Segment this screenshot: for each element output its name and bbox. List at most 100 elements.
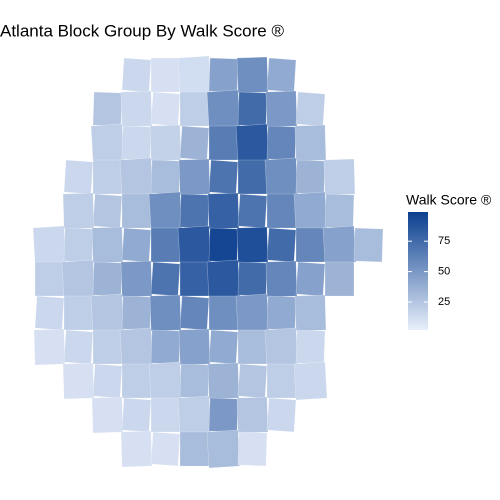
legend-colorbar — [408, 212, 428, 330]
block-group — [121, 295, 152, 331]
block-group — [208, 295, 239, 331]
block-group — [179, 431, 210, 467]
block-group — [150, 91, 181, 127]
block-group — [177, 395, 212, 435]
block-group — [149, 124, 182, 162]
block-group — [265, 260, 298, 298]
block-group — [237, 363, 268, 399]
block-group — [148, 361, 183, 401]
block-group — [237, 329, 268, 365]
block-group — [324, 193, 355, 229]
block-group — [324, 261, 355, 297]
block-group — [237, 431, 268, 467]
block-group — [121, 57, 152, 93]
block-group — [92, 261, 123, 297]
block-group — [179, 91, 210, 127]
block-group — [63, 329, 94, 365]
block-group — [90, 293, 125, 333]
block-group — [207, 192, 240, 230]
block-group — [179, 295, 210, 331]
block-group — [120, 90, 153, 128]
block-group — [150, 57, 181, 93]
block-group — [266, 125, 297, 161]
block-group — [121, 227, 152, 263]
block-group — [293, 191, 328, 231]
block-group — [266, 227, 297, 263]
block-group — [91, 396, 124, 434]
block-group — [206, 429, 241, 469]
block-group — [150, 329, 181, 365]
block-group — [179, 261, 210, 297]
block-group — [179, 125, 210, 161]
block-group — [322, 225, 357, 265]
block-group — [236, 396, 269, 434]
block-group — [206, 89, 241, 129]
block-group — [121, 125, 152, 161]
block-group — [295, 91, 326, 127]
block-group — [266, 397, 297, 433]
block-group — [295, 159, 326, 195]
block-group — [295, 329, 326, 365]
block-group — [150, 159, 181, 195]
block-group — [237, 91, 268, 127]
legend-tick-label: 25 — [438, 296, 450, 308]
block-group — [179, 363, 210, 399]
block-group — [293, 361, 328, 401]
block-group — [178, 158, 211, 196]
block-group — [63, 295, 94, 331]
block-group — [34, 261, 65, 297]
block-group — [120, 430, 153, 468]
block-group — [266, 295, 297, 331]
block-group — [353, 227, 384, 263]
block-group — [208, 159, 239, 195]
block-group — [266, 363, 297, 399]
block-group — [150, 227, 181, 263]
block-group — [119, 157, 154, 197]
block-group — [92, 363, 123, 399]
block-group — [119, 327, 154, 367]
block-group — [63, 159, 94, 195]
block-group — [295, 261, 326, 297]
block-group — [62, 362, 95, 400]
legend-title: Walk Score ® — [406, 192, 492, 208]
block-group — [92, 193, 123, 229]
block-group — [208, 329, 239, 365]
block-group — [62, 192, 95, 230]
block-group — [236, 226, 269, 264]
block-group — [295, 227, 326, 263]
block-group — [91, 226, 124, 264]
block-group — [90, 123, 125, 163]
block-group — [149, 294, 182, 332]
block-group — [32, 225, 67, 265]
block-group — [150, 261, 181, 297]
block-group — [266, 193, 297, 229]
block-group — [237, 193, 268, 229]
block-group — [178, 328, 211, 366]
block-group — [294, 124, 327, 162]
block-group — [206, 259, 241, 299]
block-group — [264, 327, 299, 367]
block-group — [92, 159, 123, 195]
block-group — [207, 362, 240, 400]
block-group — [208, 57, 239, 93]
block-group — [33, 328, 66, 366]
block-group — [92, 329, 123, 365]
block-group — [121, 363, 152, 399]
block-group — [208, 397, 239, 433]
block-group — [61, 259, 96, 299]
legend-tick-label: 75 — [438, 235, 450, 247]
block-group — [177, 55, 212, 95]
block-group — [208, 125, 239, 161]
block-group — [179, 193, 210, 229]
block-group — [63, 227, 94, 263]
block-group — [148, 191, 183, 231]
legend-tick-label: 50 — [438, 266, 450, 278]
block-group — [177, 225, 212, 265]
block-group — [150, 397, 181, 433]
block-group — [235, 123, 270, 163]
block-group — [121, 397, 152, 433]
block-group — [265, 90, 298, 128]
map-title: Atlanta Block Group By Walk Score ® — [0, 21, 284, 40]
block-group — [235, 293, 270, 333]
